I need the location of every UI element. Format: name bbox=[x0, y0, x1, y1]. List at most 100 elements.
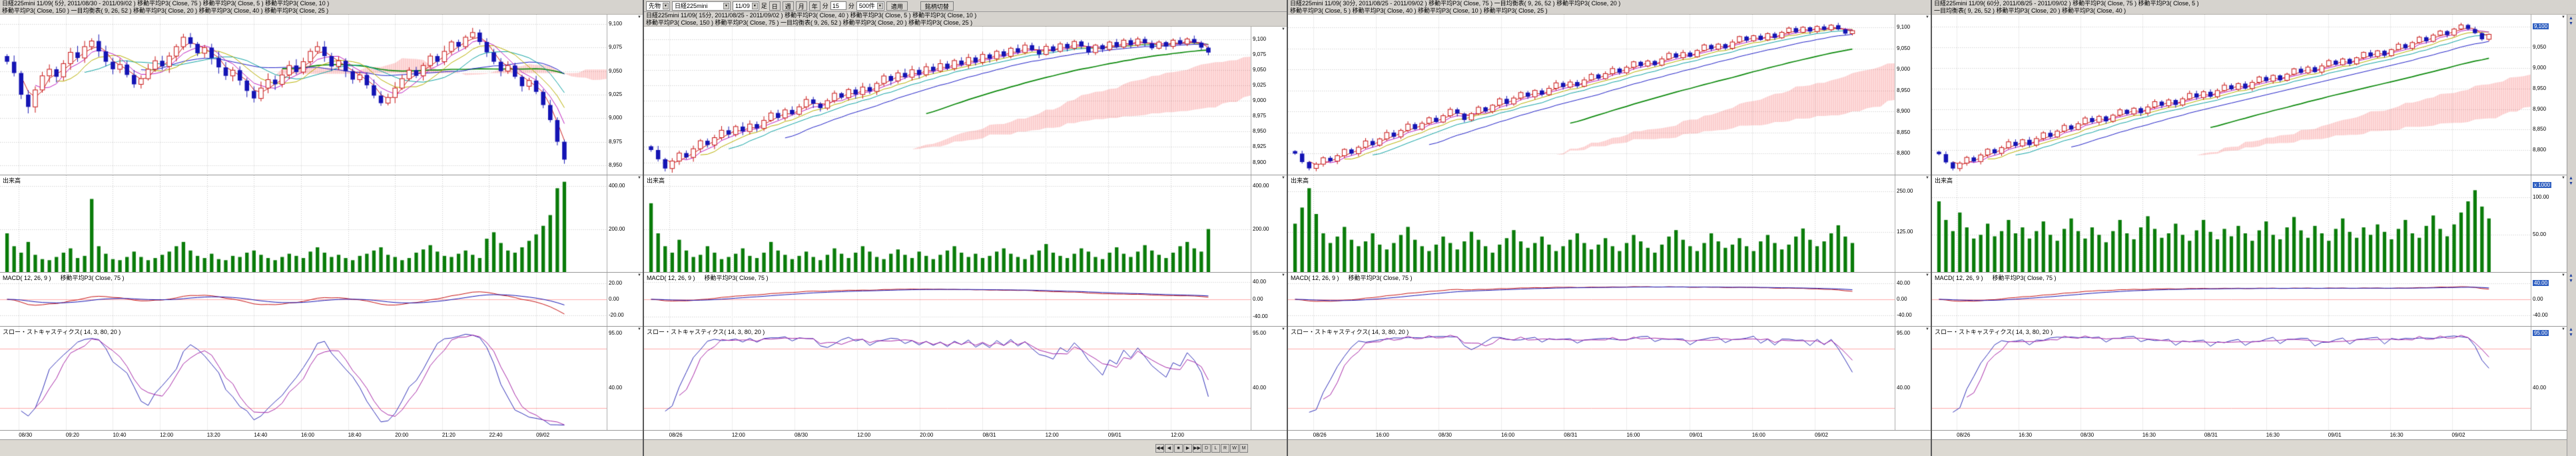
spin-down-icon[interactable]: ▼ bbox=[2569, 279, 2573, 283]
contract-month-dropdown[interactable]: 11/09 ▼ bbox=[732, 1, 759, 11]
time-axis-label: 08/30 bbox=[1438, 432, 1452, 438]
collapse-section-icon[interactable]: ▼ bbox=[1925, 15, 1929, 19]
collapse-section-icon[interactable]: ▼ bbox=[1281, 327, 1285, 331]
spin-down-icon[interactable]: ▼ bbox=[2569, 333, 2573, 337]
volume-canvas[interactable] bbox=[0, 175, 607, 272]
axis-spin-column: ▲ ▼ ▲ ▼ ▲ ▼ ▲ ▼ bbox=[2567, 15, 2576, 456]
chart-window-15min: 先物▼ 日経225mini▼ 11/09▼ 足 日 週 月 年 分 分 500件… bbox=[644, 0, 1288, 456]
chart-nav-button[interactable]: ▶▶ bbox=[1193, 443, 1201, 453]
price-axis: ▼ 9,100 9,050 9,000 8,950 8,900 8,850 8,800 bbox=[1895, 15, 1931, 175]
axis-label: 40.00 bbox=[2533, 280, 2549, 286]
macd-canvas[interactable] bbox=[0, 273, 607, 326]
symbol-switch-button[interactable]: 銘柄切替 bbox=[920, 1, 954, 11]
volume-section: 出来高 ▼ x 1000 100.00 50.00 bbox=[1932, 175, 2576, 272]
volume-section: 出来高 ▼ 250.00 125.00 bbox=[1288, 175, 1931, 272]
macd-label: MACD( 12, 26, 9 ) 移動平均P3( Close, 75 ) bbox=[1291, 275, 1413, 281]
period-year-button[interactable]: 年 bbox=[808, 1, 820, 11]
chart-nav-button[interactable]: W bbox=[1230, 443, 1239, 453]
spin-up-icon[interactable]: ▲ bbox=[2569, 273, 2573, 278]
time-axis: 08/26 16:00 08/30 16:00 08/31 16:00 09/01 16:00… bbox=[1288, 430, 1931, 439]
collapse-section-icon[interactable]: ▼ bbox=[637, 176, 641, 180]
axis-label: 8,900 bbox=[1897, 108, 1911, 115]
price-section: ▼ 9,100 9,050 9,000 8,950 8,900 8,850 8,800 bbox=[1932, 15, 2576, 175]
category-dropdown[interactable]: 先物 ▼ bbox=[646, 1, 670, 11]
collapse-section-icon[interactable]: ▼ bbox=[2561, 176, 2565, 180]
stochastics-label: スロー・ストキャスティクス( 14, 3, 80, 20 ) bbox=[1935, 329, 2053, 335]
spin-down-icon[interactable]: ▼ bbox=[2569, 21, 2573, 26]
chart-nav-button[interactable]: ◀◀ bbox=[1155, 443, 1164, 453]
stochastics-canvas[interactable] bbox=[644, 327, 1251, 430]
axis-label: 8,950 bbox=[609, 161, 623, 168]
time-axis-label: 09/01 bbox=[1108, 432, 1122, 438]
stochastics-canvas[interactable] bbox=[1932, 327, 2531, 430]
collapse-section-icon[interactable]: ▼ bbox=[2561, 327, 2565, 331]
volume-label: 出来高 bbox=[647, 177, 665, 184]
volume-axis: ▼ 400.00 200.00 bbox=[1251, 175, 1287, 272]
macd-axis: ▼ 40.00 0.00 -40.00 bbox=[1251, 273, 1287, 326]
macd-axis: ▼ 40.00 0.00 -40.00 bbox=[2531, 273, 2567, 326]
chart-nav-button[interactable]: L bbox=[1211, 443, 1220, 453]
collapse-section-icon[interactable]: ▼ bbox=[1281, 176, 1285, 180]
axis-label: 95.00 bbox=[2533, 330, 2549, 337]
bar-count-dropdown[interactable]: 500件 ▼ bbox=[856, 1, 884, 11]
axis-label: 8,950 bbox=[1253, 128, 1267, 135]
chart-nav-button[interactable]: ■ bbox=[1174, 443, 1183, 453]
volume-axis: ▼ x 1000 100.00 50.00 bbox=[2531, 175, 2567, 272]
volume-canvas[interactable] bbox=[1288, 175, 1895, 272]
collapse-section-icon[interactable]: ▼ bbox=[1281, 27, 1285, 31]
spin-down-icon[interactable]: ▼ bbox=[2569, 181, 2573, 186]
stochastics-axis: ▼ 95.00 40.00 bbox=[1895, 327, 1931, 430]
period-month-button[interactable]: 月 bbox=[795, 1, 807, 11]
collapse-section-icon[interactable]: ▼ bbox=[2561, 273, 2565, 277]
price-canvas[interactable] bbox=[1932, 15, 2531, 175]
legend-line: 日経225mini 11/09( 60分, 2011/08/25 - 2011/… bbox=[1934, 0, 2199, 7]
chart-nav-button[interactable]: R bbox=[1221, 443, 1229, 453]
price-section: ▼ 9,100 9,050 9,000 8,950 8,900 8,850 8,800 bbox=[1288, 15, 1931, 175]
spin-up-icon[interactable]: ▲ bbox=[2569, 176, 2573, 181]
collapse-section-icon[interactable]: ▼ bbox=[1281, 273, 1285, 277]
axis-label: 0.00 bbox=[1897, 296, 1907, 302]
time-axis: 08/26 12:00 08/30 12:00 20:00 08/31 12:00 09/01… bbox=[644, 430, 1287, 439]
time-axis-label: 22:40 bbox=[489, 432, 503, 438]
collapse-section-icon[interactable]: ▼ bbox=[1925, 273, 1929, 277]
apply-button[interactable]: 適用 bbox=[886, 1, 908, 11]
price-canvas[interactable] bbox=[0, 15, 607, 175]
macd-canvas[interactable] bbox=[644, 273, 1251, 326]
time-axis-label: 21:20 bbox=[442, 432, 456, 438]
volume-canvas[interactable] bbox=[644, 175, 1251, 272]
collapse-section-icon[interactable]: ▼ bbox=[637, 273, 641, 277]
stochastics-axis: ▼ 95.00 40.00 bbox=[2531, 327, 2567, 430]
stochastics-canvas[interactable] bbox=[0, 327, 607, 430]
chart-nav-button[interactable]: ▶ bbox=[1183, 443, 1192, 453]
time-axis-label: 08/26 bbox=[669, 432, 683, 438]
chart-nav-button[interactable]: D bbox=[1202, 443, 1211, 453]
legend-line: 日経225mini 11/09( 5分, 2011/08/30 - 2011/0… bbox=[2, 0, 330, 7]
collapse-section-icon[interactable]: ▼ bbox=[2561, 15, 2565, 19]
chart-nav-button[interactable]: ◀ bbox=[1165, 443, 1173, 453]
volume-canvas[interactable] bbox=[1932, 175, 2531, 272]
axis-label: 9,100 bbox=[2533, 23, 2549, 30]
collapse-section-icon[interactable]: ▼ bbox=[637, 327, 641, 331]
period-week-button[interactable]: 週 bbox=[782, 1, 794, 11]
period-day-button[interactable]: 日 bbox=[769, 1, 781, 11]
price-canvas[interactable] bbox=[644, 27, 1251, 175]
stochastics-section: スロー・ストキャスティクス( 14, 3, 80, 20 ) ▼ 95.00 40.… bbox=[644, 326, 1287, 430]
macd-section: MACD( 12, 26, 9 ) 移動平均P3( Close, 75 ) ▼ 40… bbox=[644, 272, 1287, 326]
collapse-section-icon[interactable]: ▼ bbox=[637, 15, 641, 19]
chart-nav-button[interactable]: M bbox=[1239, 443, 1248, 453]
minute-input[interactable] bbox=[830, 1, 846, 10]
collapse-section-icon[interactable]: ▼ bbox=[1925, 327, 1929, 331]
symbol-dropdown[interactable]: 日経225mini ▼ bbox=[671, 1, 731, 11]
time-axis: 08/30 09:20 10:40 12:00 13:20 14:40 16:00 18:40… bbox=[0, 430, 643, 439]
spin-up-icon[interactable]: ▲ bbox=[2569, 16, 2573, 21]
axis-label: 8,950 bbox=[2533, 85, 2547, 91]
spin-up-icon[interactable]: ▲ bbox=[2569, 327, 2573, 332]
macd-canvas[interactable] bbox=[1932, 273, 2531, 326]
macd-canvas[interactable] bbox=[1288, 273, 1895, 326]
bottom-bar bbox=[0, 439, 643, 456]
stochastics-canvas[interactable] bbox=[1288, 327, 1895, 430]
collapse-section-icon[interactable]: ▼ bbox=[1925, 176, 1929, 180]
price-canvas[interactable] bbox=[1288, 15, 1895, 175]
time-axis-label: 16:00 bbox=[300, 432, 314, 438]
